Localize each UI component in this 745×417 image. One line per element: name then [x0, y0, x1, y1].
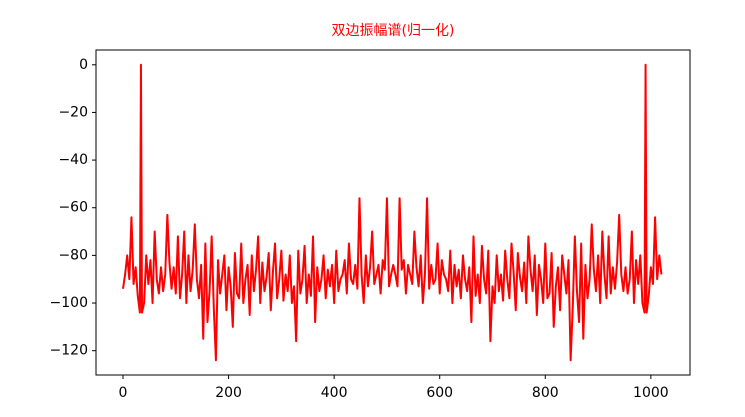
y-tick-label: −40	[58, 152, 88, 168]
chart-title: 双边振幅谱(归一化)	[332, 22, 455, 39]
x-tick-label: 800	[532, 385, 559, 401]
x-tick-label: 200	[215, 385, 242, 401]
x-tick-label: 400	[321, 385, 348, 401]
y-tick-label: −20	[58, 104, 88, 120]
y-tick-label: −80	[58, 247, 88, 263]
spectrum-line	[122, 63, 663, 362]
y-tick-label: −100	[50, 295, 88, 311]
x-tick-label: 600	[426, 385, 453, 401]
y-tick-label: 0	[79, 57, 88, 73]
y-tick-label: −120	[50, 343, 88, 359]
x-tick-label: 1000	[633, 385, 669, 401]
y-tick-label: −60	[58, 200, 88, 216]
plot-frame	[95, 49, 691, 376]
x-tick-label: 0	[119, 385, 128, 401]
